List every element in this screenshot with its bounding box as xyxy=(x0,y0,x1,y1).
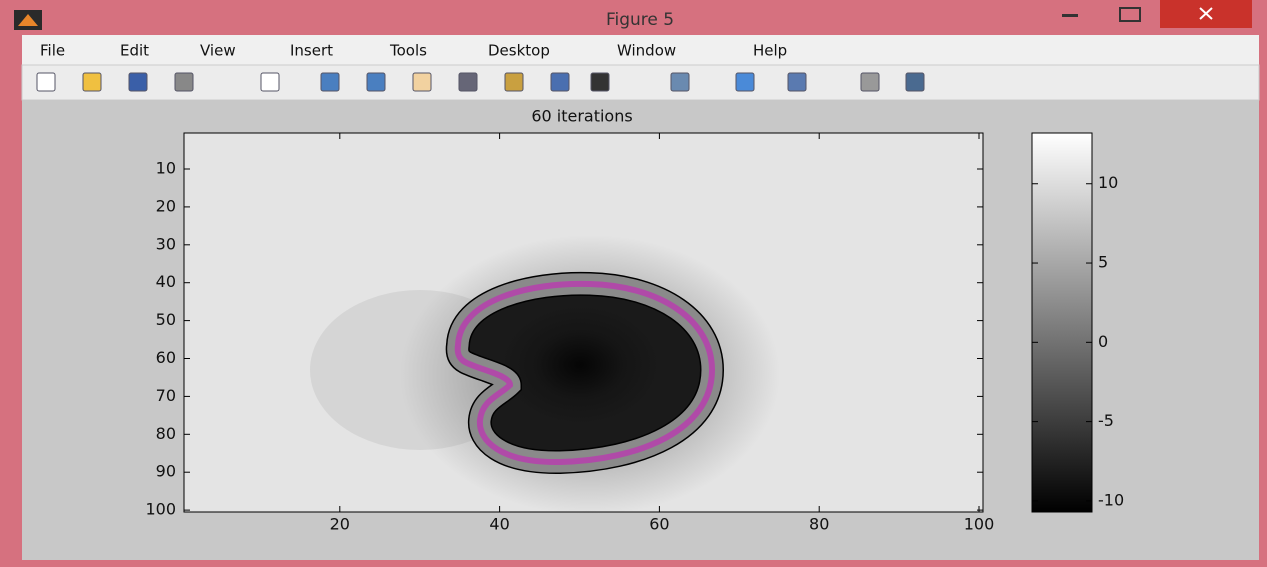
colorbar-tick-label: -5 xyxy=(1098,411,1114,430)
y-tick-label: 50 xyxy=(156,310,176,329)
toolbar-button[interactable] xyxy=(459,73,477,91)
toolbar-button[interactable] xyxy=(671,73,689,91)
y-tick-label: 60 xyxy=(156,348,176,367)
y-tick-label: 90 xyxy=(156,462,176,481)
colorbar-tick-label: 0 xyxy=(1098,332,1108,351)
x-tick-label: 20 xyxy=(330,515,350,534)
toolbar-button[interactable] xyxy=(788,73,806,91)
toolbar-button[interactable] xyxy=(591,73,609,91)
toolbar-button[interactable] xyxy=(413,73,431,91)
minimize-button[interactable] xyxy=(1062,14,1078,17)
x-tick-label: 60 xyxy=(649,515,669,534)
window-title: Figure 5 xyxy=(606,10,674,30)
colorbar-tick-label: -10 xyxy=(1098,490,1124,509)
colorbar xyxy=(1032,133,1092,512)
menu-item[interactable]: File xyxy=(40,42,65,60)
x-tick-label: 100 xyxy=(964,515,995,534)
chart-title: 60 iterations xyxy=(531,107,632,126)
toolbar-button[interactable] xyxy=(367,73,385,91)
heatmap-core xyxy=(500,305,660,425)
toolbar-button[interactable] xyxy=(261,73,279,91)
toolbar-button[interactable] xyxy=(906,73,924,91)
toolbar-button[interactable] xyxy=(736,73,754,91)
menu-item[interactable]: Desktop xyxy=(488,42,550,60)
toolbar xyxy=(22,65,1259,100)
toolbar-button[interactable] xyxy=(551,73,569,91)
y-tick-label: 20 xyxy=(156,196,176,215)
toolbar-button[interactable] xyxy=(37,73,55,91)
colorbar-tick-label: 5 xyxy=(1098,253,1108,272)
menu-item[interactable]: Help xyxy=(753,42,787,60)
toolbar-button[interactable] xyxy=(505,73,523,91)
toolbar-button[interactable] xyxy=(129,73,147,91)
colorbar-tick-label: 10 xyxy=(1098,173,1118,192)
x-tick-label: 80 xyxy=(809,515,829,534)
y-tick-label: 70 xyxy=(156,386,176,405)
menu-item[interactable]: Edit xyxy=(120,42,149,60)
y-tick-label: 30 xyxy=(156,234,176,253)
y-tick-label: 100 xyxy=(145,500,176,519)
toolbar-button[interactable] xyxy=(175,73,193,91)
toolbar-button[interactable] xyxy=(321,73,339,91)
y-tick-label: 10 xyxy=(156,159,176,178)
menu-item[interactable]: Insert xyxy=(290,42,333,60)
menu-item[interactable]: Tools xyxy=(389,42,427,60)
x-tick-label: 40 xyxy=(489,515,509,534)
matlab-window: Figure 5 60 iterations File Edit View Inser… xyxy=(0,0,1267,567)
y-tick-label: 40 xyxy=(156,272,176,291)
toolbar-button[interactable] xyxy=(861,73,879,91)
menu-item[interactable]: Window xyxy=(617,42,676,60)
toolbar-button[interactable] xyxy=(83,73,101,91)
y-tick-label: 80 xyxy=(156,424,176,443)
menu-item[interactable]: View xyxy=(200,42,236,60)
